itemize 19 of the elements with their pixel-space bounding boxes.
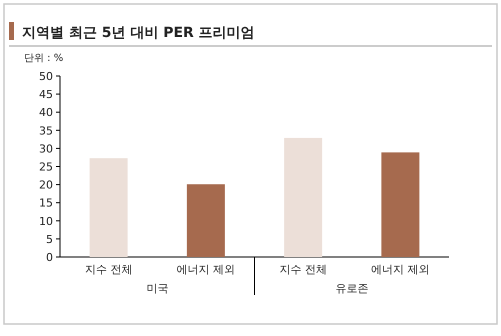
y-tick-label: 10 — [39, 214, 53, 228]
text: 미국 — [146, 282, 168, 295]
chart-title: 지역별 최근 5년 대비 PER 프리미엄 — [22, 25, 255, 41]
y-tick-label: 30 — [39, 142, 53, 156]
y-tick-label: 0 — [46, 251, 53, 264]
y-tick-label: 15 — [39, 196, 53, 210]
x-tick-label: 지수 전체 — [84, 263, 132, 276]
y-tick-label: 35 — [39, 124, 53, 138]
y-tick-label: 5 — [46, 232, 53, 246]
x-tick-label: 에너지 제외 — [176, 263, 236, 276]
y-tick-label: 25 — [39, 160, 53, 174]
x-tick-label: 에너지 제외 — [371, 263, 430, 276]
y-tick-label: 45 — [39, 88, 53, 102]
y-tick-label: 20 — [39, 178, 53, 192]
y-tick-label: 40 — [39, 106, 53, 120]
x-tick-label: 지수 전체 — [279, 263, 327, 276]
y-axis-title: 단위 : % — [24, 53, 64, 64]
y-tick-label: 50 — [39, 70, 53, 83]
text: 유로존 — [335, 282, 368, 295]
